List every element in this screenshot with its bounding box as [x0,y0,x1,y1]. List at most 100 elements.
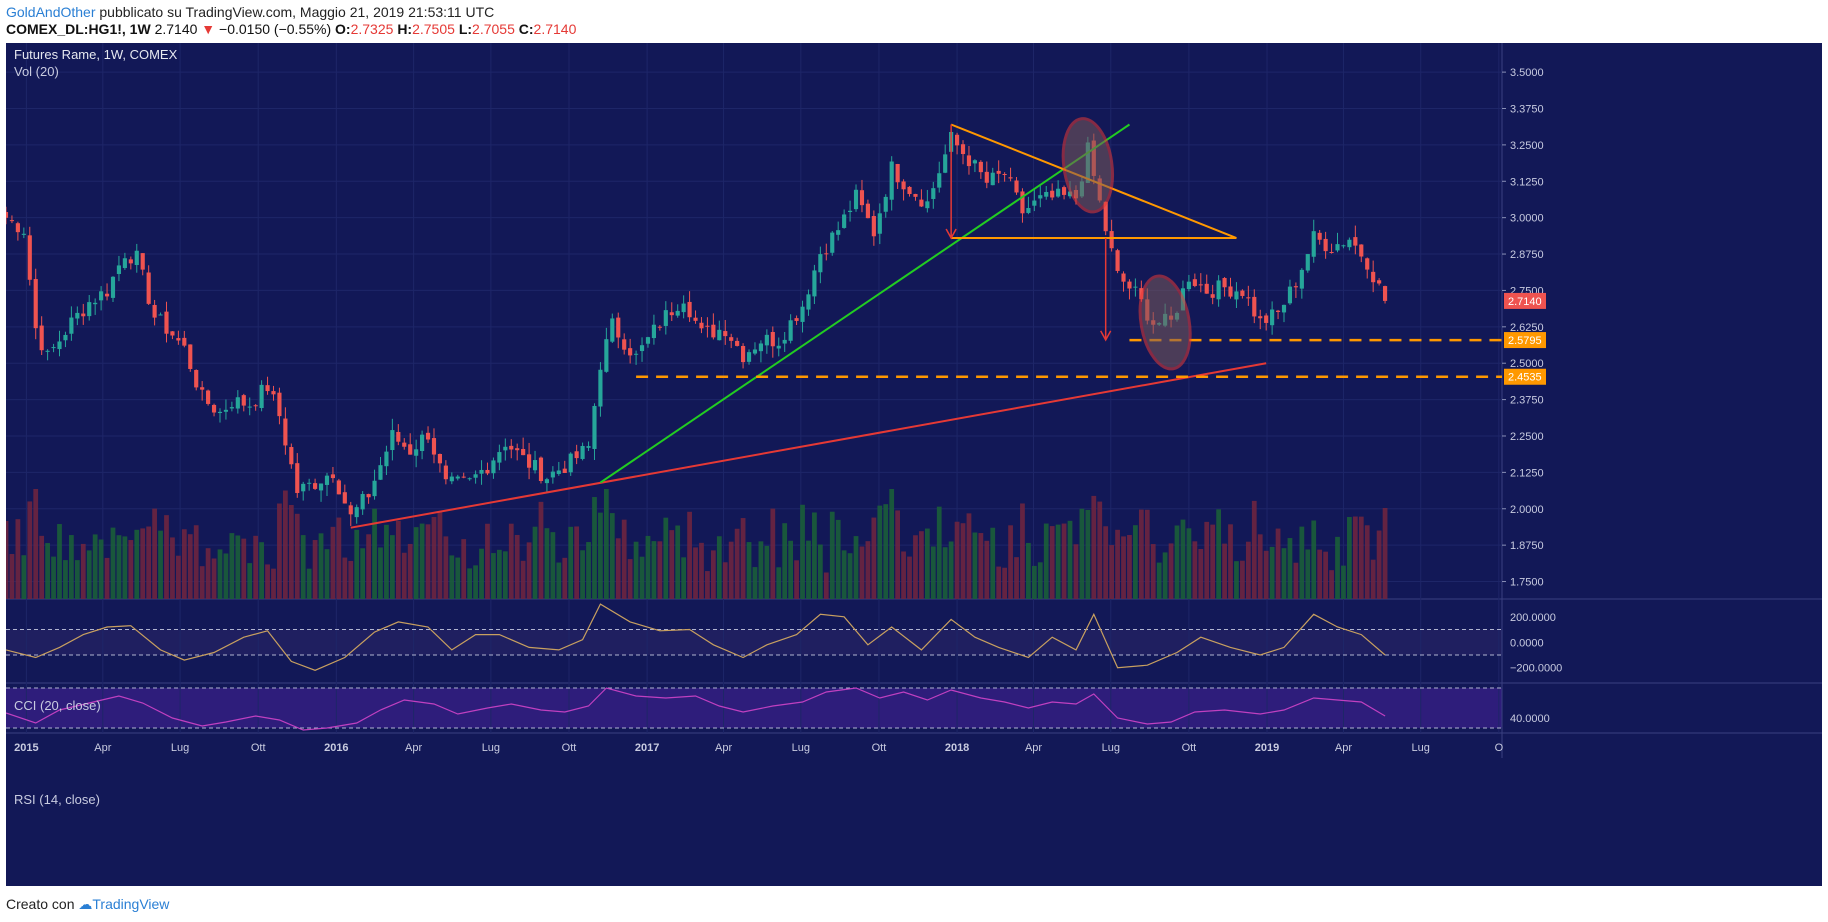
volume-bar [193,525,199,599]
drawings [350,117,1502,529]
x-tick-label: Apr [94,742,111,754]
candle-body [408,444,413,455]
candle-body [515,448,520,451]
volume-bar [669,530,675,599]
volume-bar [199,566,205,599]
volume-bar [378,547,383,599]
footer: Creato con ☁TradingView [6,896,169,913]
candle-body [271,391,276,395]
volume-bar [223,553,229,599]
volume-bars [6,489,1388,599]
candle-body [1382,286,1388,301]
candle-body [330,474,336,479]
volume-bar [651,541,657,599]
candle-body [69,317,74,334]
volume-bar [930,546,936,599]
cci-line [6,603,1386,671]
x-tick-label: Ott [872,742,887,754]
volume-bar [502,551,508,599]
volume-bar [871,517,877,599]
candle-body [1258,316,1263,319]
candle-body [954,134,960,146]
volume-bar [1228,524,1233,599]
volume-bar [913,535,918,599]
candle-body [907,186,912,195]
volume-bar [229,533,235,599]
volume-bar [621,519,627,599]
candle-body [830,232,835,253]
candle-body [889,161,894,200]
volume-bar [479,548,484,599]
candle-body [384,451,389,467]
volume-bar [288,505,294,599]
volume-bar [1186,528,1192,599]
candle-body [966,155,972,167]
volume-bar [705,571,710,599]
candle-body [467,478,472,480]
candle-body [538,457,544,481]
volume-bar [1121,536,1126,599]
volume-bar [235,535,241,599]
close-label: C: [518,21,534,37]
tradingview-link[interactable]: TradingView [92,896,170,912]
candle-body [919,199,924,207]
candle-body [770,332,775,347]
volume-bar [1138,509,1144,599]
candle-body [259,384,264,409]
volume-bar [1364,525,1370,599]
candle-body [806,294,811,310]
volume-bar [1347,517,1352,599]
y-tick-label: 3.5000 [1510,67,1544,79]
candle-body [651,324,657,339]
candle-body [1252,296,1257,317]
x-tick-label: Ott [1182,742,1197,754]
volume-bar [1031,565,1037,599]
volume-bar [39,535,45,599]
candle-body [877,213,882,234]
uptrend-green [599,123,1131,484]
volume-bar [318,533,324,599]
volume-bar [1026,542,1031,599]
candle-body [378,465,383,480]
price-chart[interactable]: 3.50003.37503.25003.12503.00002.87502.75… [6,43,1822,886]
candle-body [443,465,448,480]
volume-bar [1103,526,1109,599]
volume-bar [1162,552,1168,599]
volume-bar [758,541,764,599]
volume-bar [1358,516,1364,599]
candle-body [170,331,175,336]
volume-bar [740,518,746,599]
volume-bar [1014,557,1019,599]
candle-body [847,210,853,213]
x-tick-label: Apr [715,742,732,754]
candle-body [182,337,187,346]
volume-bar [1002,567,1008,599]
support-red [350,362,1267,529]
candle-body [1216,280,1221,300]
volume-bar [633,541,639,599]
highlight-ellipse [1061,117,1114,214]
candle-body [104,293,110,297]
candle-body [45,350,50,352]
candle-body [723,331,728,337]
volume-bar [806,540,811,599]
indicators [6,603,1386,731]
volume-bar [936,506,942,599]
volume-bar [437,511,443,599]
candle-body [485,469,490,474]
volume-bar [847,553,853,599]
x-tick-label: O [1495,742,1504,754]
candle-body [746,352,752,362]
author-link[interactable]: GoldAndOther [6,4,96,20]
volume-bar [401,552,407,599]
candle-body [461,476,466,478]
volume-bar [1008,525,1013,599]
candle-body [437,453,443,464]
volume-bar [514,534,520,599]
candle-body [402,442,407,447]
candle-body [800,306,805,322]
volume-bar [663,517,669,599]
candle-body [556,470,561,474]
candle-body [681,303,686,313]
y-tick-label: 2.3750 [1510,395,1544,407]
